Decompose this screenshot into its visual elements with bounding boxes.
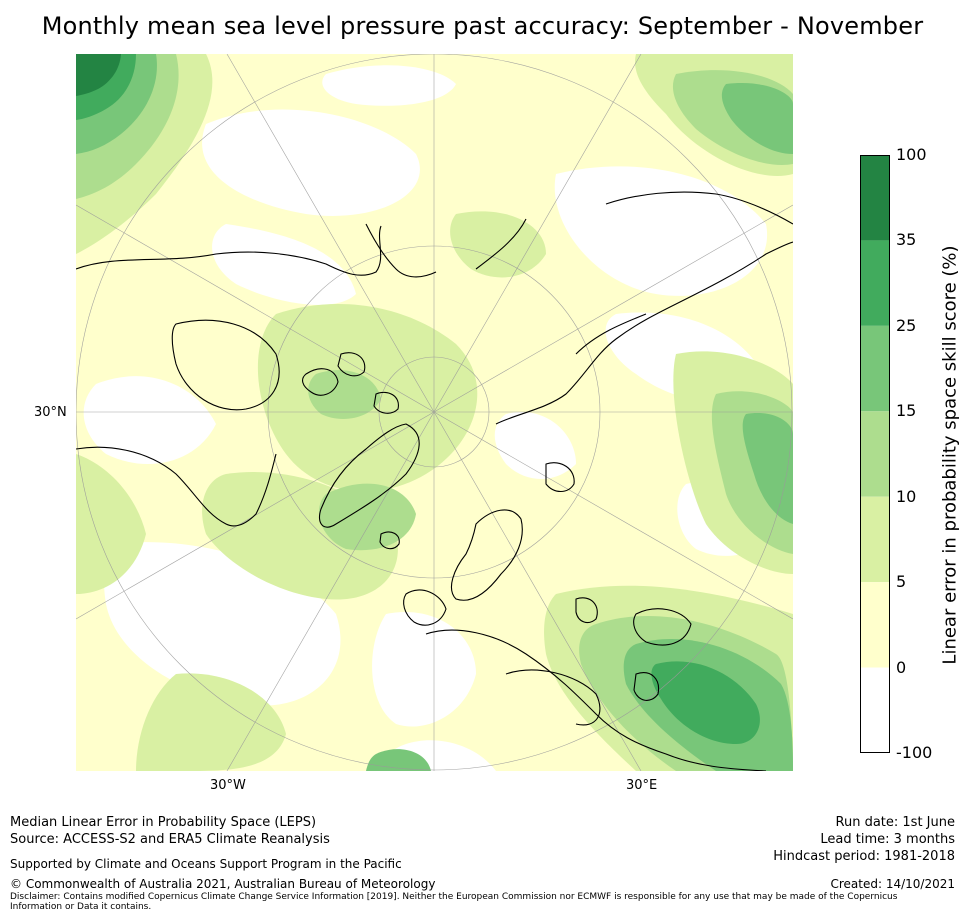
created-date: Created: 14/10/2021 <box>830 877 955 891</box>
colorbar-band-0-5 <box>860 582 890 668</box>
lead-time: Lead time: 3 months <box>820 832 955 847</box>
footer-disclaimer: Disclaimer: Contains modified Copernicus… <box>10 892 898 912</box>
lon-label-30e: 30°E <box>626 778 658 793</box>
colorbar-band-25-35 <box>860 240 890 326</box>
no-skill-areas <box>83 65 776 771</box>
lon-label-30w: 30°W <box>210 778 246 793</box>
footer-copyright: © Commonwealth of Australia 2021, Austra… <box>10 877 436 891</box>
colorbar-tick: 15 <box>896 401 917 421</box>
colorbar-tick: 35 <box>896 230 917 250</box>
colorbar-band-35-100 <box>860 155 890 241</box>
polar-map <box>76 54 793 771</box>
run-date: Run date: 1st June <box>835 815 955 830</box>
footer-method: Median Linear Error in Probability Space… <box>10 815 317 830</box>
colorbar-band-5-10 <box>860 496 890 583</box>
map-title: Monthly mean sea level pressure past acc… <box>41 12 924 40</box>
graticule <box>76 54 793 771</box>
coastlines <box>76 191 793 771</box>
colorbar-tick: -100 <box>896 743 933 762</box>
lat-label-30n: 30°N <box>34 405 67 420</box>
colorbar-band-10-15 <box>860 411 890 497</box>
skill-band-35-100 <box>76 54 121 96</box>
colorbar-tick: 0 <box>896 657 907 677</box>
colorbar-band--100-0 <box>860 667 890 753</box>
colorbar-tick: 10 <box>896 486 917 506</box>
colorbar-tick: 25 <box>896 315 917 335</box>
colorbar-band-15-25 <box>860 325 890 412</box>
colorbar <box>860 155 890 753</box>
footer-source: Source: ACCESS-S2 and ERA5 Climate Reana… <box>10 832 330 847</box>
colorbar-tick: 5 <box>896 572 907 592</box>
colorbar-tick: 100 <box>896 145 927 164</box>
hindcast-period: Hindcast period: 1981-2018 <box>773 849 955 864</box>
footer-supported: Supported by Climate and Oceans Support … <box>10 857 402 871</box>
colorbar-label: Linear error in probability space skill … <box>939 245 961 665</box>
